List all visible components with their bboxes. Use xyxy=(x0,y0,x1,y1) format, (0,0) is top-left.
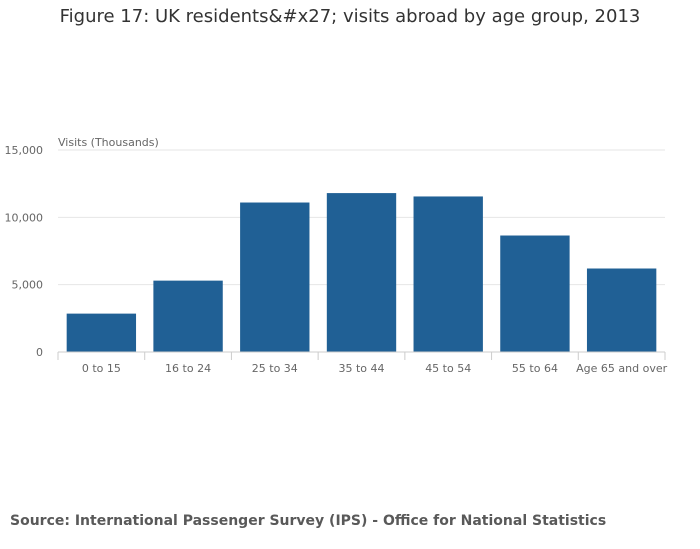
y-tick-label: 15,000 xyxy=(5,144,44,157)
x-tick-label: 35 to 44 xyxy=(338,362,384,375)
x-tick-label: 45 to 54 xyxy=(425,362,471,375)
y-axis-label: Visits (Thousands) xyxy=(58,136,159,149)
bar xyxy=(66,313,137,352)
y-tick-label: 5,000 xyxy=(12,279,44,292)
bars xyxy=(66,193,657,352)
bar xyxy=(413,196,483,352)
y-tick-label: 10,000 xyxy=(5,211,44,224)
x-tick-label: 25 to 34 xyxy=(252,362,298,375)
bar xyxy=(326,193,397,352)
x-tick-label: 16 to 24 xyxy=(165,362,211,375)
x-tick-label: 55 to 64 xyxy=(512,362,558,375)
source-note: Source: International Passenger Survey (… xyxy=(10,513,607,529)
bar xyxy=(153,280,223,352)
bar xyxy=(240,202,310,352)
bar xyxy=(586,268,657,352)
x-tick-label: 0 to 15 xyxy=(82,362,121,375)
chart-title: Figure 17: UK residents&#x27; visits abr… xyxy=(59,6,641,27)
bar xyxy=(500,235,570,352)
axes: 0 5,000 10,000 15,000 Visits (Thousands) 0 to… xyxy=(5,136,668,375)
y-tick-label: 0 xyxy=(36,346,43,359)
x-tick-label: Age 65 and over xyxy=(576,362,667,375)
